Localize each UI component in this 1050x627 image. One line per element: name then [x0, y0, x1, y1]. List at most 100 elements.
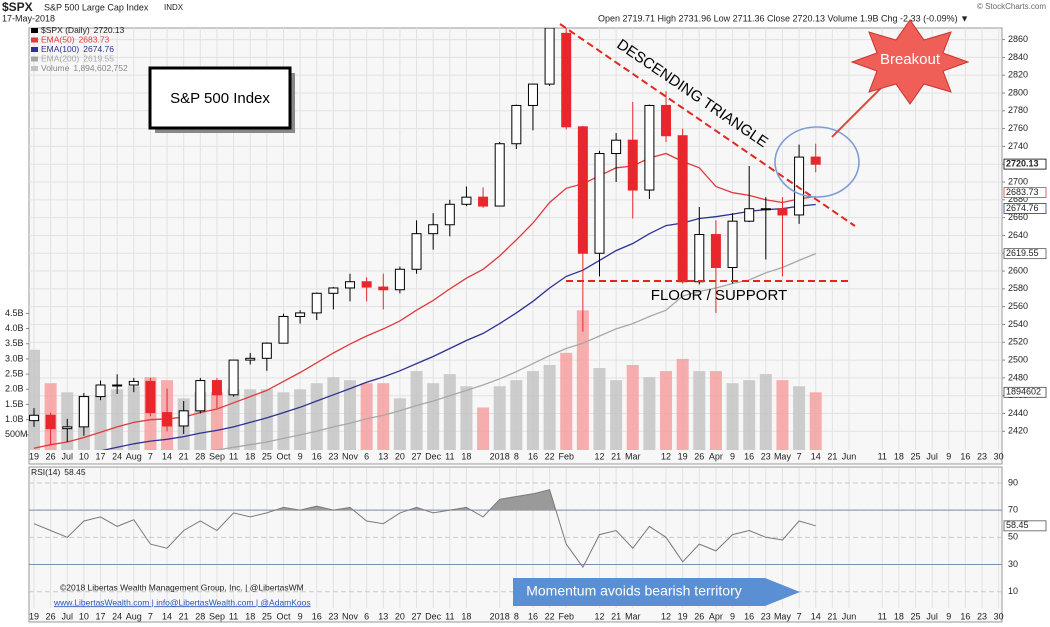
- last-value-box: [1003, 203, 1047, 214]
- candle-body: [428, 224, 439, 235]
- x-tick-label: May: [774, 611, 792, 621]
- x-tick-label: 22: [545, 451, 555, 461]
- candle-body: [627, 139, 638, 191]
- legend-name: Volume: [41, 63, 70, 73]
- candle-body: [760, 208, 771, 211]
- volume-bar: [294, 389, 307, 450]
- volume-bar: [709, 371, 722, 450]
- y-tick-label: 2580: [1008, 283, 1028, 293]
- candle-body: [378, 286, 389, 291]
- x-tick-label: 7: [148, 611, 153, 621]
- x-tick-label: 25: [911, 611, 921, 621]
- x-tick-label: Aug: [126, 611, 142, 621]
- x-tick-label: 18: [245, 451, 255, 461]
- x-tick-label: May: [774, 451, 792, 461]
- legend-entry: EMA(100) 2674.76: [41, 44, 114, 54]
- rsi-value: 58.45: [64, 467, 86, 477]
- volume-bar: [210, 392, 223, 450]
- x-tick-label: 30: [994, 611, 1004, 621]
- x-tick-label: 16: [312, 611, 322, 621]
- candle-body: [461, 196, 472, 205]
- x-tick-label: 9: [730, 451, 735, 461]
- x-tick-label: Sep: [209, 611, 225, 621]
- candle-body: [644, 104, 655, 191]
- x-tick-label: Jul: [926, 611, 938, 621]
- volume-bar: [676, 358, 689, 450]
- y-tick-label: 2820: [1008, 70, 1028, 80]
- last-value-box: [1003, 520, 1047, 532]
- x-tick-label: Apr: [709, 451, 723, 461]
- candle-body: [478, 196, 489, 207]
- x-tick-label: 14: [162, 451, 172, 461]
- volume-tick-label: 4.5B: [5, 308, 24, 318]
- last-value-label: 2619.55: [1006, 248, 1039, 258]
- candle-body: [677, 135, 688, 283]
- x-tick-label: 16: [528, 451, 538, 461]
- x-tick-label: 16: [960, 451, 970, 461]
- candle-body: [444, 203, 455, 226]
- x-tick-label: Mar: [625, 451, 641, 461]
- y-tick-label: 2640: [1008, 230, 1028, 240]
- candle-body: [211, 380, 222, 396]
- x-tick-label: 6: [364, 611, 369, 621]
- x-tick-label: 26: [46, 451, 56, 461]
- x-tick-label: 13: [378, 611, 388, 621]
- candle-body: [345, 281, 356, 289]
- x-tick-label: Jun: [842, 611, 857, 621]
- candle-body: [78, 396, 89, 428]
- rsi-legend: RSI(14) 58.45: [31, 467, 86, 477]
- candle-body: [394, 268, 405, 291]
- candle-body: [527, 83, 538, 106]
- legend-swatch: [31, 28, 38, 33]
- y-tick-label: 2700: [1008, 176, 1028, 186]
- x-tick-label: 21: [179, 451, 189, 461]
- source: © StockCharts.com: [977, 2, 1046, 11]
- x-tick-label: 16: [528, 611, 538, 621]
- candle-body: [278, 315, 289, 344]
- last-value-label: 2720.13: [1006, 158, 1039, 168]
- volume-bar: [793, 386, 806, 450]
- resistance-line: [559, 23, 856, 227]
- x-tick-label: Jul: [61, 611, 73, 621]
- candle-body: [361, 281, 372, 288]
- candle-body: [178, 410, 189, 427]
- x-tick-label: 19: [678, 451, 688, 461]
- candle-body: [29, 414, 39, 422]
- y-tick-label: 2780: [1008, 105, 1028, 115]
- x-tick-label: 20: [395, 451, 405, 461]
- x-tick-label: 19: [29, 611, 39, 621]
- x-tick-label: 9: [946, 451, 951, 461]
- x-tick-label: 21: [611, 451, 621, 461]
- legend-swatch: [31, 37, 38, 43]
- x-tick-label: 28: [195, 451, 205, 461]
- volume-bar: [576, 310, 589, 450]
- x-tick-label: 10: [79, 611, 89, 621]
- candle-body: [45, 414, 56, 430]
- rsi-tick-label: 70: [1008, 505, 1018, 515]
- volume-bar: [111, 389, 124, 450]
- x-tick-label: Aug: [126, 451, 142, 461]
- legend-name: EMA(200): [41, 54, 79, 64]
- annotations: S&P 500 Index DESCENDING TRIANGLE FLOOR …: [53, 19, 970, 607]
- box-label: S&P 500 Index: [170, 90, 270, 107]
- legend-value: 2674.76: [83, 44, 114, 54]
- x-tick-label: 8: [514, 611, 519, 621]
- x-tick-label: Nov: [342, 611, 359, 621]
- volume-bar: [526, 371, 539, 450]
- volume-bar: [360, 383, 373, 450]
- x-tick-label: 11: [229, 451, 238, 461]
- y-tick-label: 2680: [1008, 194, 1028, 204]
- legend-entry: EMA(50) 2683.73: [41, 35, 110, 45]
- x-tick-label: 7: [797, 451, 802, 461]
- y-tick-label: 2840: [1008, 52, 1028, 62]
- legend-swatch: [31, 47, 38, 52]
- legend-entry: Volume 1,894,602,752: [41, 63, 128, 73]
- x-tick-label: 16: [312, 451, 322, 461]
- x-tick-label: 23: [761, 611, 771, 621]
- x-tick-label: Dec: [425, 451, 442, 461]
- candle-body: [112, 384, 123, 387]
- y-tick-label: 2420: [1008, 426, 1028, 436]
- x-tick-label: 16: [744, 611, 754, 621]
- x-tick-label: 11: [229, 611, 238, 621]
- x-tick-label: 18: [894, 451, 904, 461]
